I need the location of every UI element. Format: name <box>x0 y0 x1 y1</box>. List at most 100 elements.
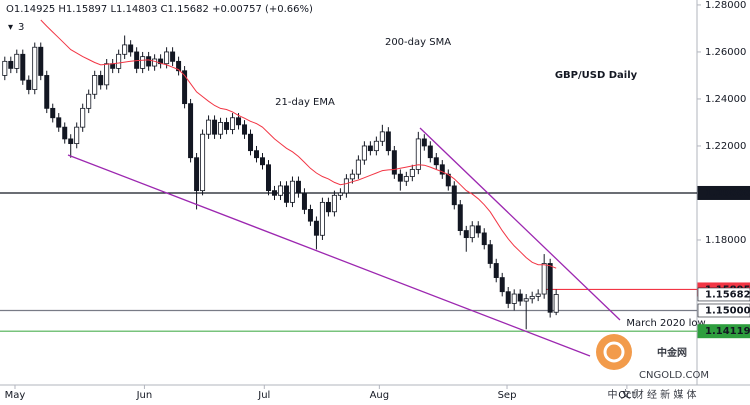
support-trendline <box>67 154 591 357</box>
candle-body <box>265 164 271 192</box>
candle-body <box>62 126 68 140</box>
candle-body <box>200 133 206 192</box>
candle-body <box>421 138 427 147</box>
x-tick-label: Sep <box>498 390 517 401</box>
price-box-label: 1.15682 <box>705 289 750 300</box>
candle-body <box>80 107 86 128</box>
candle-body <box>122 44 128 55</box>
candle-body <box>182 70 188 105</box>
ohlc-header: O1.14925 H1.15897 L1.14803 C1.15682 +0.0… <box>6 4 313 15</box>
candle-body <box>463 230 469 239</box>
resistance-trendline <box>419 127 621 321</box>
candle-body <box>164 51 170 65</box>
x-tick-label: Oct <box>618 390 635 401</box>
candle-body <box>499 277 505 293</box>
candle-body <box>427 145 433 159</box>
candle-body <box>415 138 421 170</box>
candle-body <box>541 263 547 295</box>
price-box <box>697 287 750 302</box>
candle-body <box>260 157 265 166</box>
candle-body <box>367 145 373 152</box>
candle-body <box>439 164 445 175</box>
candle-body <box>295 180 301 194</box>
candle-body <box>277 185 283 196</box>
candle-body <box>403 176 409 182</box>
candle-body <box>535 293 541 297</box>
candle-body <box>469 225 475 239</box>
candle-body <box>26 79 32 90</box>
ema-label: 21-day EMA <box>275 97 335 108</box>
candle-body <box>176 60 182 72</box>
candle-body <box>212 119 218 135</box>
candle-body <box>331 194 337 213</box>
candle-body <box>409 169 415 177</box>
candle-body <box>451 185 457 206</box>
candle-body <box>56 117 62 128</box>
x-tick-label: Aug <box>370 390 390 401</box>
candle-body <box>493 263 499 278</box>
price-box <box>697 324 750 339</box>
candle-body <box>547 263 553 313</box>
price-box <box>697 185 750 200</box>
candle-body <box>98 75 104 86</box>
watermark-brand: 中金网 <box>657 346 687 359</box>
candle-body <box>361 145 367 161</box>
price-box-label: 1.20000 <box>705 188 750 199</box>
candle-body <box>218 122 224 135</box>
price-box-label: 1.15000 <box>705 305 750 316</box>
candle-body <box>457 204 463 231</box>
indicator-toggle[interactable]: ▾ <box>8 22 13 33</box>
candle-body <box>343 178 349 194</box>
candle-body <box>355 159 361 175</box>
candle-body <box>128 44 134 53</box>
x-tick-label: Jun <box>136 390 153 401</box>
candle-body <box>289 180 295 203</box>
candle-body <box>32 46 38 90</box>
watermark-logo-inner <box>603 341 625 363</box>
candle-body <box>391 150 397 175</box>
candle-body <box>307 209 313 222</box>
candle-body <box>517 293 523 302</box>
candle-body <box>248 133 254 152</box>
candle-body <box>283 185 289 203</box>
x-tick-label: May <box>5 390 26 401</box>
chart-title: GBP/USD Daily <box>555 70 638 81</box>
y-tick-label: 1.24000 <box>705 94 746 105</box>
candle-body <box>146 56 152 67</box>
candle-body <box>152 58 158 67</box>
candle-body <box>68 138 74 145</box>
candle-body <box>194 157 200 192</box>
candle-body <box>319 201 325 236</box>
ema-line <box>40 19 557 269</box>
y-tick-label: 1.26000 <box>705 47 746 58</box>
indicator-count: 3 <box>18 22 24 33</box>
candle-body <box>20 53 26 81</box>
candle-body <box>74 126 80 145</box>
x-tick-label: Jul <box>257 390 270 401</box>
candle-body <box>313 220 319 236</box>
candle-body <box>373 140 379 152</box>
candle-body <box>206 119 212 135</box>
candle-body <box>92 75 98 95</box>
march-low-label: March 2020 low <box>626 318 705 329</box>
watermark-slogan: 中 文 财 经 新 媒 体 <box>607 388 696 401</box>
candle-body <box>50 107 56 119</box>
candle-body <box>2 60 8 76</box>
y-tick-label: 1.28000 <box>705 0 746 11</box>
candle-body <box>38 46 44 76</box>
candle-body <box>337 192 343 196</box>
candle-body <box>224 122 230 130</box>
candle-body <box>397 173 403 182</box>
candle-body <box>188 103 194 159</box>
candle-body <box>8 60 14 69</box>
candle-body <box>553 294 559 313</box>
candle-body <box>86 93 92 109</box>
candle-body <box>110 63 116 69</box>
candle-body <box>14 53 20 69</box>
candle-body <box>271 190 277 196</box>
candle-body <box>242 124 248 135</box>
candle-body <box>487 244 493 264</box>
candle-body <box>236 117 242 126</box>
sma-label: 200-day SMA <box>385 37 451 48</box>
